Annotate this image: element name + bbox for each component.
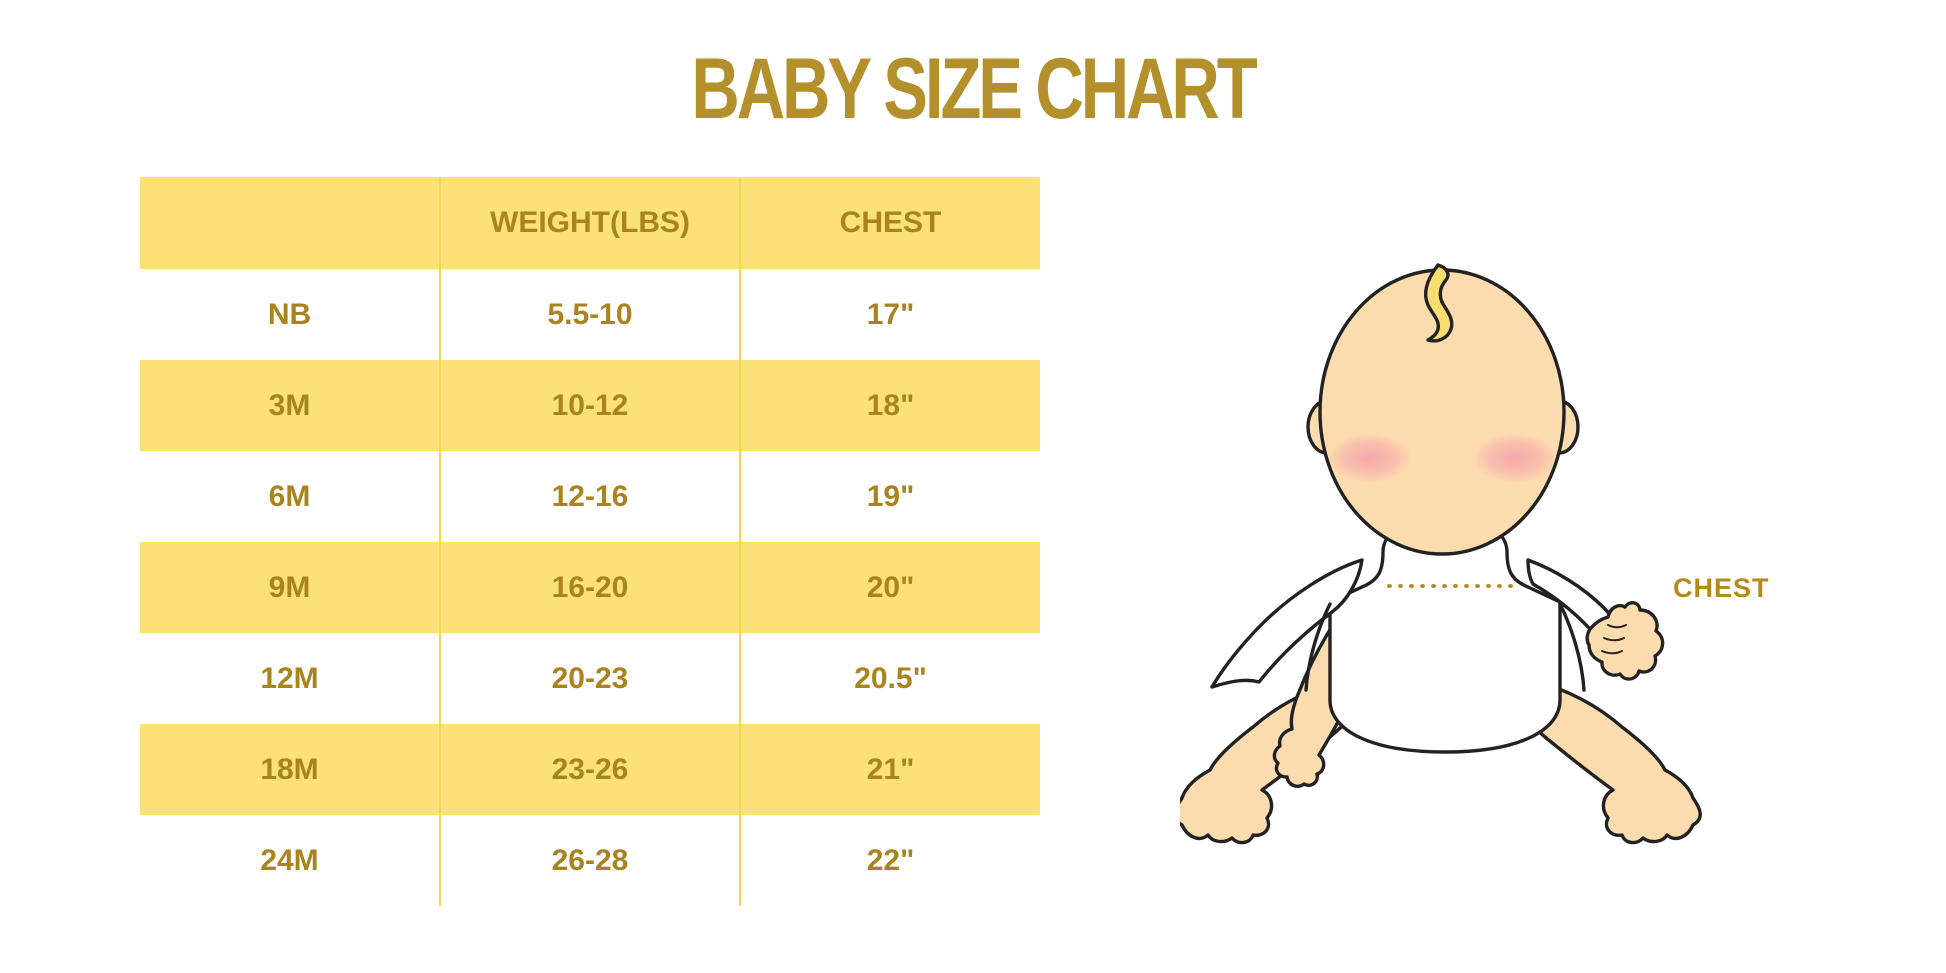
svg-text:CHEST: CHEST xyxy=(1673,573,1770,603)
